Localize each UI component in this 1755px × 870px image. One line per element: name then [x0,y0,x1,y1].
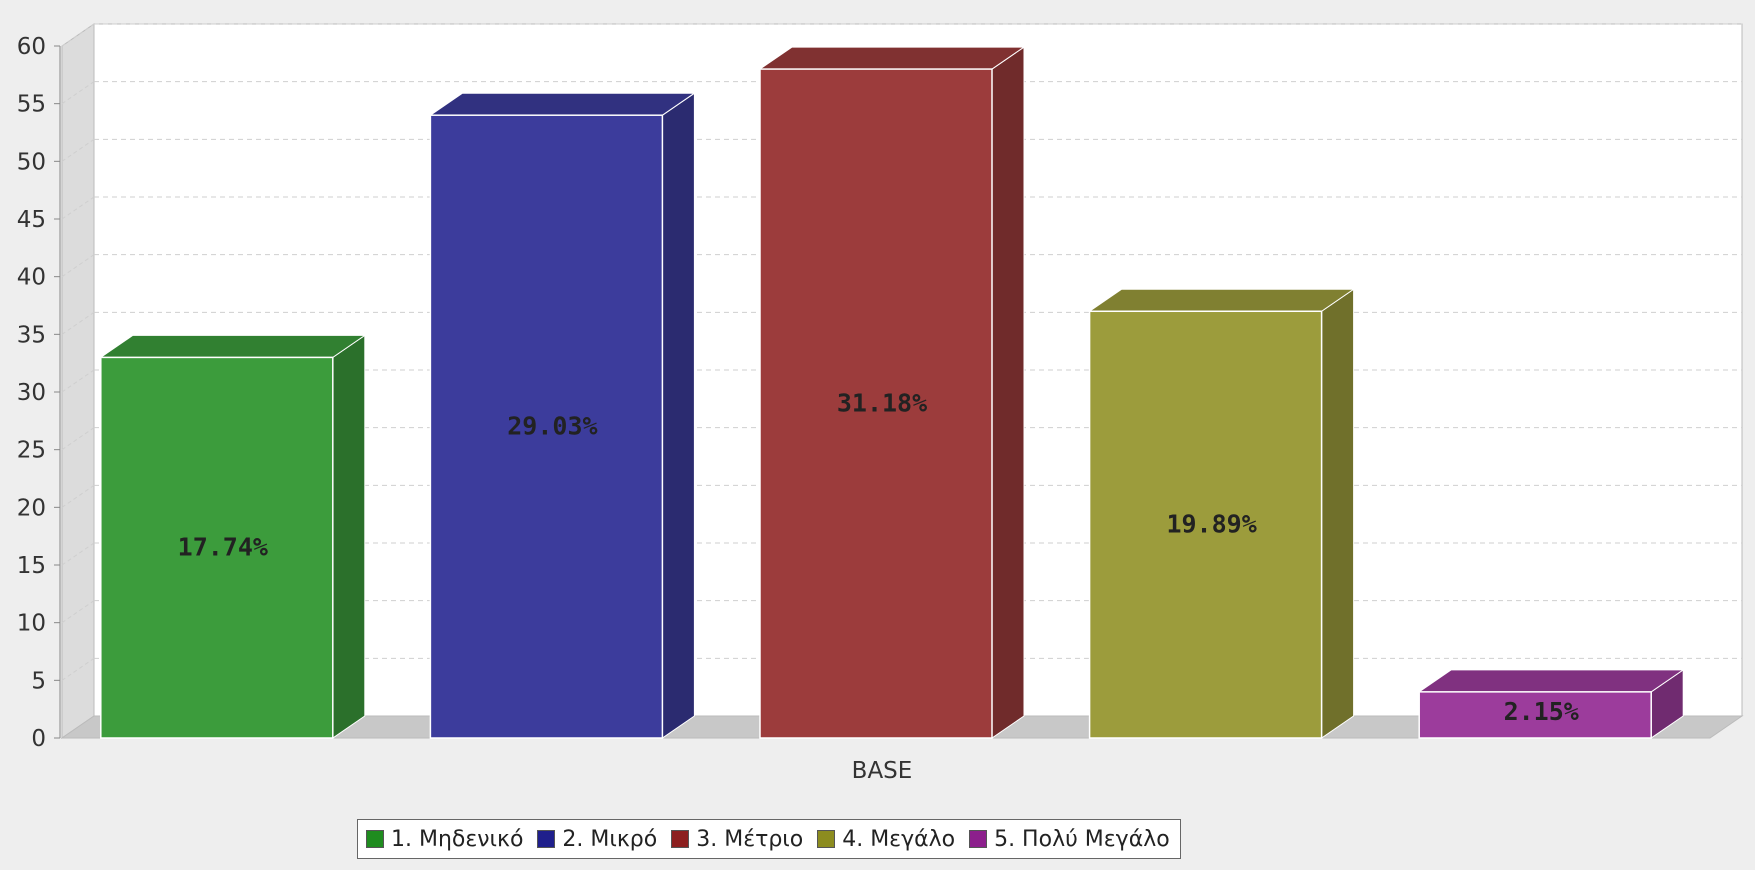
data-label: 19.89% [1166,510,1256,539]
bar-top [99,334,367,358]
data-label: 2.15% [1504,697,1579,726]
y-tick-label: 45 [17,207,46,233]
bar-top [1087,288,1356,312]
bar-front [1418,691,1652,739]
legend-label: 4. Μεγάλο [842,826,956,852]
data-label: 31.18% [837,389,927,418]
y-tick-label: 35 [17,322,46,348]
bar-1 [99,334,367,739]
y-tick-label: 50 [17,149,46,175]
y-tick-label: 15 [17,553,46,579]
legend-label: 1. Μηδενικό [391,826,524,852]
y-tick-label: 30 [17,380,46,406]
category-label: BASE [852,758,913,784]
bar-3 [758,46,1026,739]
y-tick-label: 0 [31,726,46,752]
bar-top [1417,669,1685,693]
bar-5 [1417,668,1685,739]
y-tick-label: 5 [31,668,46,694]
legend-label: 5. Πολύ Μεγάλο [994,826,1170,852]
legend-item-1: 1. Μηδενικό [366,827,523,852]
legend-swatch [537,830,556,848]
legend-item-4: 4. Μεγάλο [817,827,955,852]
bar-side [332,334,366,739]
data-label: 29.03% [507,412,597,441]
bar-side [661,92,695,739]
y-axis-ticks: 0 5 10 15 20 25 30 35 40 45 50 55 60 [17,34,61,752]
y-tick-label: 20 [17,495,46,521]
legend-swatch [969,830,988,848]
bar-front [100,356,334,739]
y-tick-label: 40 [17,265,46,291]
legend-item-2: 2. Μικρό [537,827,657,852]
bar-side [1321,288,1355,739]
data-label: 17.74% [178,533,268,562]
legend-swatch [817,830,836,848]
legend-label: 3. Μέτριο [696,826,804,852]
bar-top [758,46,1026,70]
plot-left-wall [61,23,95,739]
data-labels: 17.74% 29.03% 31.18% 19.89% 2.15% [178,389,1579,726]
bars [99,46,1685,739]
bar-front [429,114,664,739]
legend-swatch [671,830,690,848]
legend: 1. Μηδενικό 2. Μικρό 3. Μέτριο 4. Μεγάλο 5. … [357,819,1181,859]
bar-2 [428,92,697,739]
y-tick-label: 10 [17,611,46,637]
y-tick-label: 25 [17,438,46,464]
bar-front [1088,310,1323,739]
legend-item-5: 5. Πολύ Μεγάλο [969,827,1170,852]
bar-4 [1087,288,1356,739]
legend-label: 2. Μικρό [562,826,658,852]
bar-front [759,68,993,739]
legend-swatch [366,830,384,848]
legend-item-3: 3. Μέτριο [671,827,803,852]
bar-side [991,46,1025,739]
y-tick-label: 60 [17,34,46,60]
y-tick-label: 55 [17,92,46,118]
x-axis: BASE [852,758,913,784]
bar-top [428,92,697,116]
